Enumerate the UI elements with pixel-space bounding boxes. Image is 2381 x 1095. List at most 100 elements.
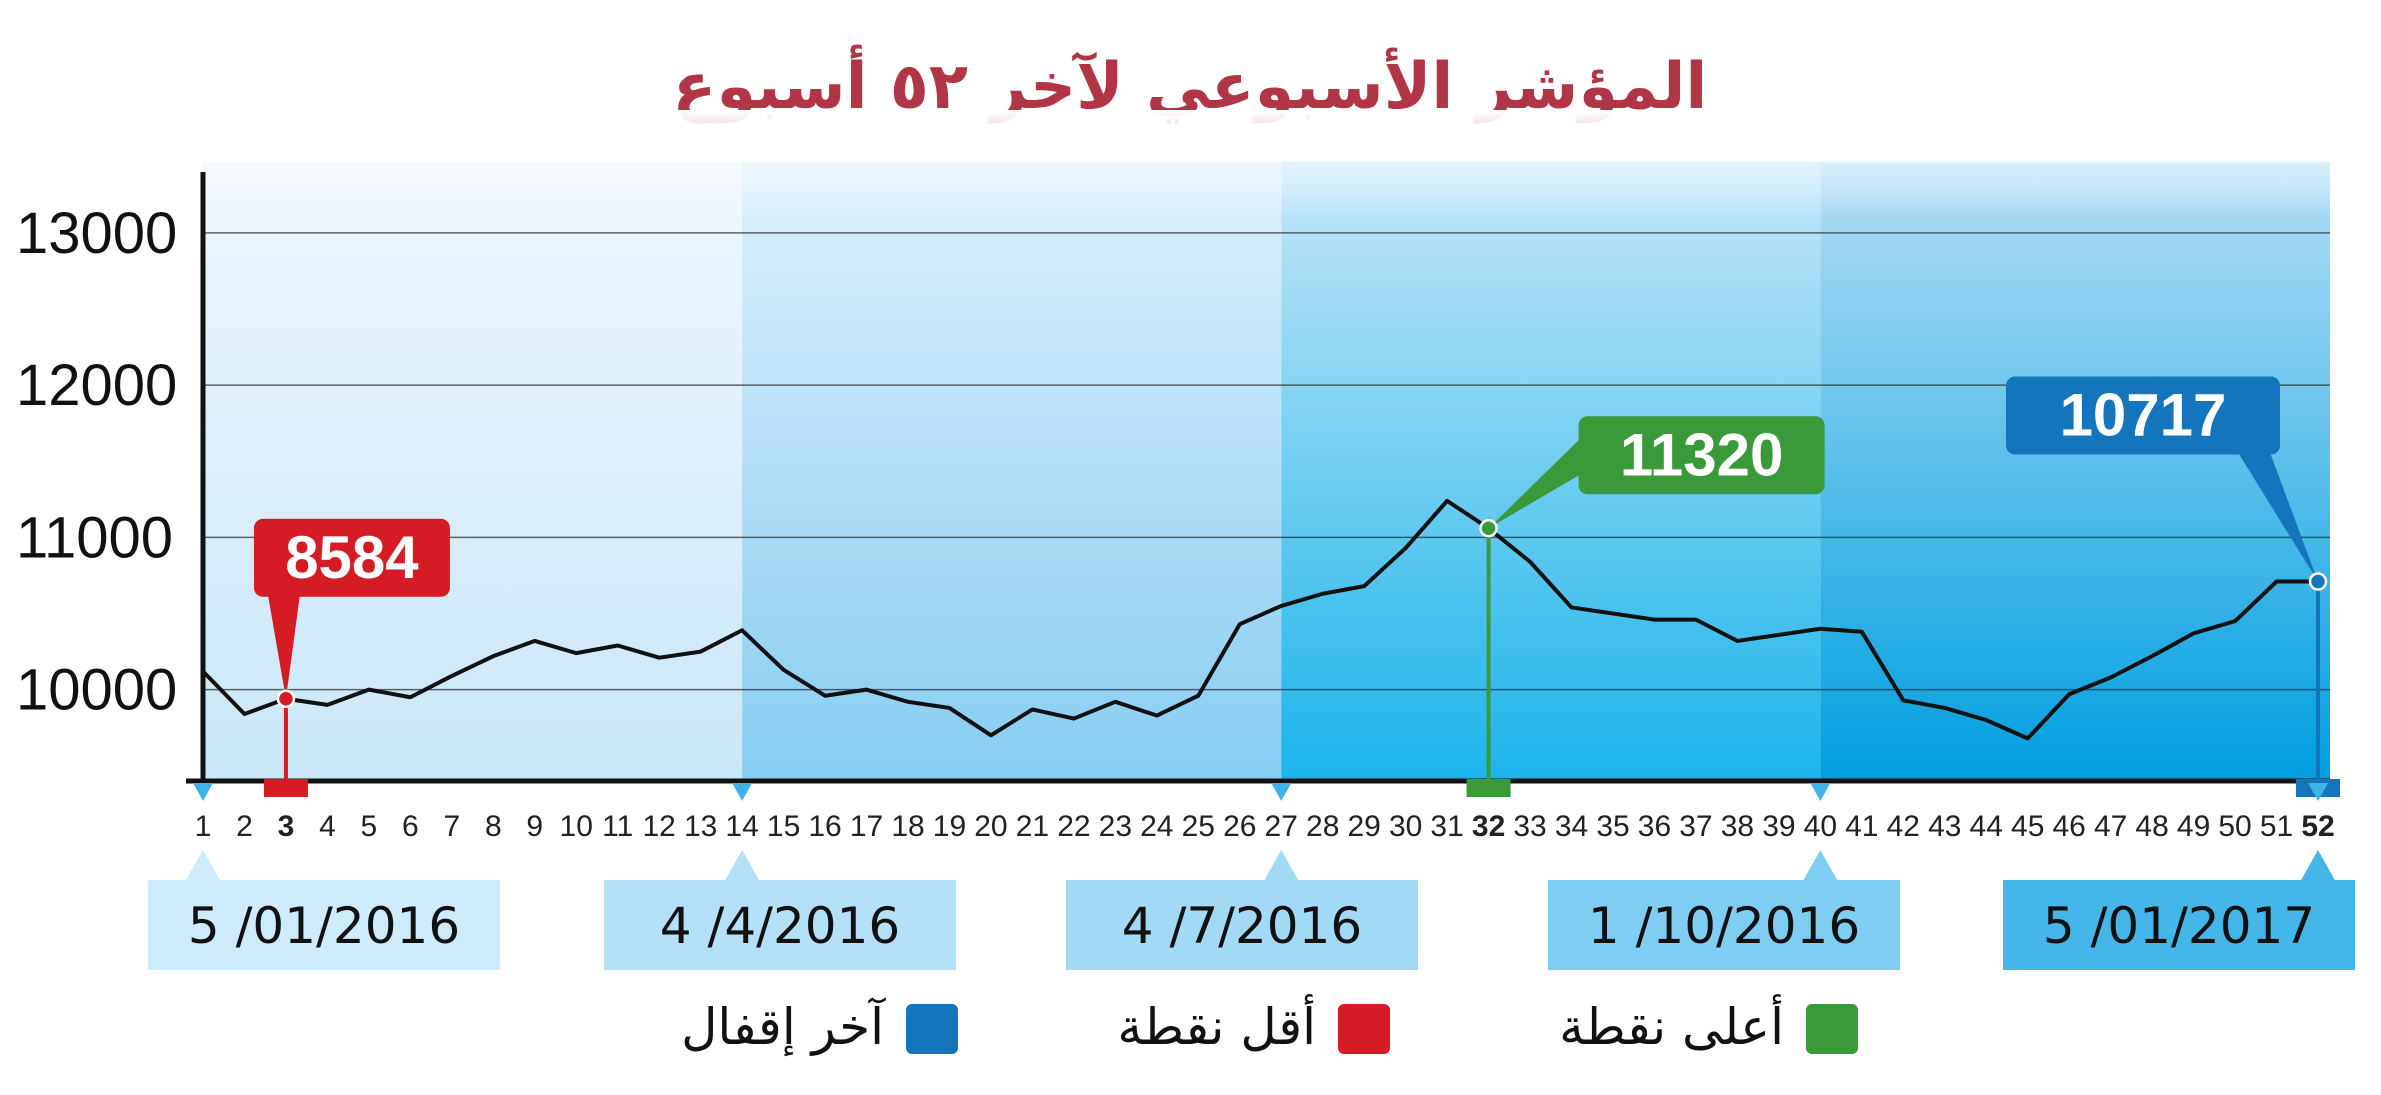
x-tick-label: 50 <box>2218 810 2251 843</box>
x-tick-label: 22 <box>1057 810 1090 843</box>
date-pointer <box>724 850 761 882</box>
date-pointer <box>1802 850 1839 882</box>
x-tick-label: 52 <box>2301 810 2334 843</box>
x-tick-label: 12 <box>642 810 675 843</box>
callout-pointer <box>2238 452 2318 582</box>
x-tick-label: 21 <box>1016 810 1049 843</box>
grid-lines <box>203 232 2330 691</box>
x-tick-label: 46 <box>2052 810 2085 843</box>
y-tick-label: 12000 <box>16 353 177 418</box>
x-tick-label: 23 <box>1099 810 1132 843</box>
top-fade <box>205 110 2330 220</box>
date-box <box>2003 880 2355 970</box>
x-tick-label: 8 <box>485 810 502 843</box>
x-tick-label: 13 <box>684 810 717 843</box>
data-point-marker <box>276 689 296 709</box>
y-tick-label: 13000 <box>16 201 177 266</box>
x-tick-label: 17 <box>850 810 883 843</box>
x-tick-label: 14 <box>725 810 758 843</box>
legend-swatch <box>906 1004 958 1054</box>
x-tick-label: 9 <box>526 810 543 843</box>
x-tick-label: 38 <box>1721 810 1754 843</box>
axis-date-tick <box>1271 783 1292 801</box>
date-box <box>604 880 956 970</box>
x-tick-label: 5 <box>361 810 378 843</box>
x-tick-label: 32 <box>1472 810 1505 843</box>
x-tick-label: 31 <box>1430 810 1463 843</box>
x-tick-label: 35 <box>1596 810 1629 843</box>
data-point-marker <box>2308 572 2328 591</box>
axis-date-tick <box>193 783 213 801</box>
callout-value: 8584 <box>285 524 419 591</box>
x-tick-label: 27 <box>1265 810 1298 843</box>
x-tick-label: 37 <box>1679 810 1712 843</box>
legend-swatch <box>1338 1004 1390 1054</box>
x-tick-label: 16 <box>808 810 841 843</box>
legend-label: أقل نقطة <box>1117 994 1316 1056</box>
date-label: 5 /01/2017 <box>2043 897 2315 955</box>
x-tick-label: 7 <box>443 810 460 843</box>
data-point-marker <box>1479 519 1498 538</box>
x-tick-label: 44 <box>1970 810 2003 843</box>
background-band <box>742 162 1282 781</box>
y-tick-label: 10000 <box>16 658 177 723</box>
callout-pointer <box>267 594 300 699</box>
x-tick-label: 41 <box>1845 810 1878 843</box>
date-label: 5 /01/2016 <box>188 897 460 955</box>
date-box <box>148 880 500 970</box>
x-tick-label: 24 <box>1140 810 1173 843</box>
x-tick-label: 28 <box>1306 810 1339 843</box>
x-tick-label: 49 <box>2177 810 2210 843</box>
legend-label: أعلى نقطة <box>1559 994 1784 1056</box>
x-tick-label: 3 <box>278 810 295 843</box>
axis-date-tick <box>1810 783 1831 801</box>
x-tick-label: 51 <box>2260 810 2293 843</box>
date-pointer <box>2300 850 2336 882</box>
date-label: 4 /7/2016 <box>1122 897 1362 955</box>
x-tick-label: 15 <box>767 810 800 843</box>
background-band <box>1820 162 2330 781</box>
background-band <box>203 162 743 781</box>
date-pointer <box>1263 850 1300 882</box>
x-tick-label: 25 <box>1182 810 1215 843</box>
callout-box <box>2006 376 2280 455</box>
x-tick-label: 45 <box>2011 810 2044 843</box>
background-bands <box>203 162 2330 781</box>
x-tick-label: 39 <box>1762 810 1795 843</box>
x-axis-ticks: 1 2 3 4 5 6 7 8 9 10 11 12 13 14 15 16 17 18 19 20 21 22 23 24 2… <box>195 810 2335 843</box>
date-markers: 5 /01/2016 4 /4/2016 4 /7/2016 1 /10/2016 5 … <box>148 783 2355 970</box>
x-tick-label: 42 <box>1887 810 1920 843</box>
legend-swatch <box>1806 1004 1858 1054</box>
x-tick-label: 33 <box>1513 810 1546 843</box>
x-tick-label: 20 <box>974 810 1007 843</box>
axis-date-tick <box>2308 783 2328 801</box>
axis-marker <box>263 779 308 797</box>
callout-box <box>253 518 450 597</box>
x-tick-label: 40 <box>1804 810 1837 843</box>
callout-value: 10717 <box>2060 382 2227 449</box>
x-tick-label: 1 <box>195 810 212 843</box>
x-tick-label: 26 <box>1223 810 1256 843</box>
callouts: 8584 11320 10717 <box>253 376 2340 797</box>
x-tick-label: 36 <box>1638 810 1671 843</box>
callout-box <box>1578 416 1825 495</box>
date-label: 4 /4/2016 <box>660 897 900 955</box>
callout-value: 11320 <box>1620 421 1784 488</box>
legend: أعلى نقطة أقل نقطة آخر إقفال <box>681 994 1858 1057</box>
date-box <box>1548 880 1900 970</box>
date-label: 1 /10/2016 <box>1588 897 1860 955</box>
axis-date-tick <box>732 783 753 801</box>
x-tick-label: 10 <box>560 810 593 843</box>
x-tick-label: 48 <box>2135 810 2168 843</box>
axis-marker <box>1466 779 1511 797</box>
date-pointer <box>185 850 221 882</box>
callout-pointer <box>1488 438 1581 529</box>
x-tick-label: 30 <box>1389 810 1422 843</box>
x-tick-label: 43 <box>1928 810 1961 843</box>
x-tick-label: 34 <box>1555 810 1588 843</box>
x-tick-label: 18 <box>891 810 924 843</box>
x-tick-label: 19 <box>933 810 966 843</box>
legend-label: آخر إقفال <box>681 997 886 1057</box>
x-tick-label: 6 <box>402 810 419 843</box>
